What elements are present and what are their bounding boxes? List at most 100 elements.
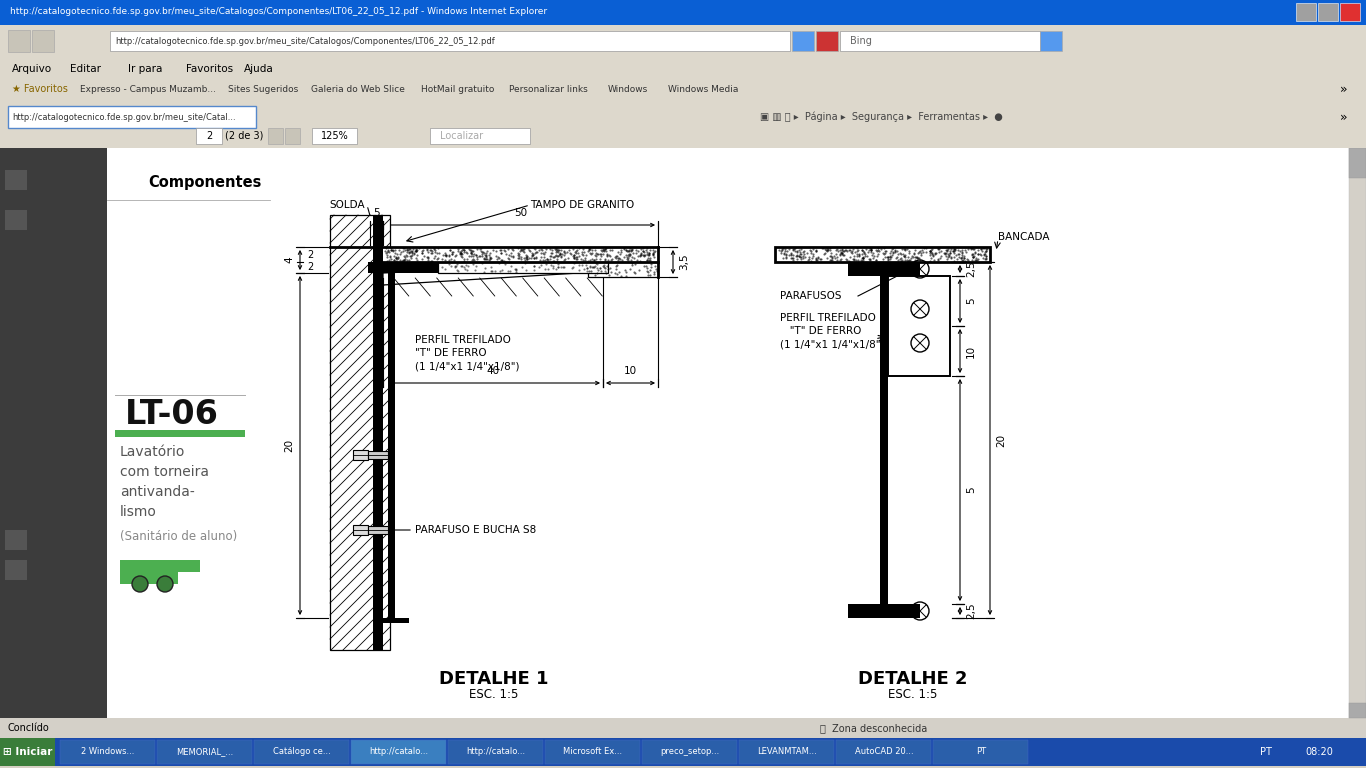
Text: ▣ ▥ 🖨 ▸  Página ▸  Segurança ▸  Ferramentas ▸  ●: ▣ ▥ 🖨 ▸ Página ▸ Segurança ▸ Ferramentas…	[759, 112, 1003, 122]
Point	[772, 242, 794, 254]
Point	[829, 253, 851, 266]
Point	[441, 246, 463, 258]
Point	[546, 250, 568, 262]
Point	[526, 247, 548, 259]
Point	[897, 254, 919, 266]
Point	[376, 249, 398, 261]
Point	[462, 254, 484, 266]
Point	[473, 253, 494, 265]
Point	[903, 250, 925, 263]
Bar	[0, 148, 107, 718]
Point	[843, 253, 865, 266]
Point	[398, 247, 419, 259]
Point	[956, 253, 978, 266]
Point	[619, 242, 641, 254]
Point	[447, 243, 469, 256]
Point	[548, 261, 570, 273]
Bar	[1318, 3, 1339, 21]
Bar	[792, 31, 814, 51]
Point	[576, 262, 598, 274]
Text: Microsoft Ex...: Microsoft Ex...	[563, 747, 623, 756]
Point	[545, 244, 567, 257]
Point	[865, 253, 887, 266]
Point	[398, 243, 419, 256]
Point	[462, 247, 484, 260]
Point	[462, 250, 484, 262]
Bar	[816, 31, 837, 51]
Point	[881, 243, 903, 255]
Point	[948, 248, 970, 260]
Point	[770, 243, 792, 255]
Point	[616, 249, 638, 261]
Point	[550, 243, 572, 256]
Point	[816, 252, 837, 264]
Bar	[848, 262, 919, 276]
Point	[434, 249, 456, 261]
Text: HotMail gratuito: HotMail gratuito	[421, 84, 494, 94]
Point	[493, 243, 515, 256]
Point	[620, 244, 642, 257]
Point	[557, 252, 579, 264]
Point	[848, 247, 870, 260]
Text: 40: 40	[486, 366, 500, 376]
Point	[862, 250, 884, 262]
Point	[423, 246, 445, 258]
Point	[466, 249, 488, 261]
Point	[919, 249, 941, 261]
Point	[897, 245, 919, 257]
Point	[384, 244, 406, 257]
Point	[899, 247, 921, 260]
Point	[516, 250, 538, 262]
Point	[941, 244, 963, 257]
Point	[578, 243, 600, 256]
Point	[970, 243, 992, 255]
Point	[518, 243, 540, 256]
Point	[572, 254, 594, 266]
Point	[516, 250, 538, 263]
Point	[496, 247, 518, 260]
Point	[486, 253, 508, 265]
Point	[522, 247, 544, 260]
Point	[851, 248, 873, 260]
Point	[859, 253, 881, 266]
Point	[863, 250, 885, 263]
Point	[645, 263, 667, 276]
Point	[559, 244, 581, 257]
Point	[878, 253, 900, 265]
Point	[967, 253, 989, 265]
Point	[511, 253, 533, 265]
Point	[788, 250, 810, 263]
Point	[508, 247, 530, 259]
Point	[593, 245, 615, 257]
Point	[947, 244, 968, 257]
Point	[489, 247, 511, 259]
Point	[851, 252, 873, 264]
Point	[563, 250, 585, 263]
Point	[449, 250, 471, 263]
Point	[548, 258, 570, 270]
Point	[831, 247, 852, 260]
Point	[391, 255, 413, 267]
Point	[612, 243, 634, 256]
Point	[964, 246, 986, 258]
Bar	[388, 273, 395, 618]
Point	[423, 242, 445, 254]
Point	[852, 247, 874, 259]
Point	[438, 254, 460, 266]
Point	[566, 253, 587, 266]
Point	[568, 259, 590, 271]
Point	[535, 258, 557, 270]
Text: http://catalo...: http://catalo...	[369, 747, 429, 756]
Point	[785, 253, 807, 265]
Point	[583, 261, 605, 273]
Point	[792, 250, 814, 262]
Point	[466, 243, 488, 256]
Point	[794, 245, 816, 257]
Point	[508, 248, 530, 260]
Point	[637, 248, 658, 260]
Point	[926, 242, 948, 254]
Point	[791, 248, 813, 260]
Point	[395, 250, 417, 262]
Point	[447, 245, 469, 257]
Point	[591, 260, 613, 273]
